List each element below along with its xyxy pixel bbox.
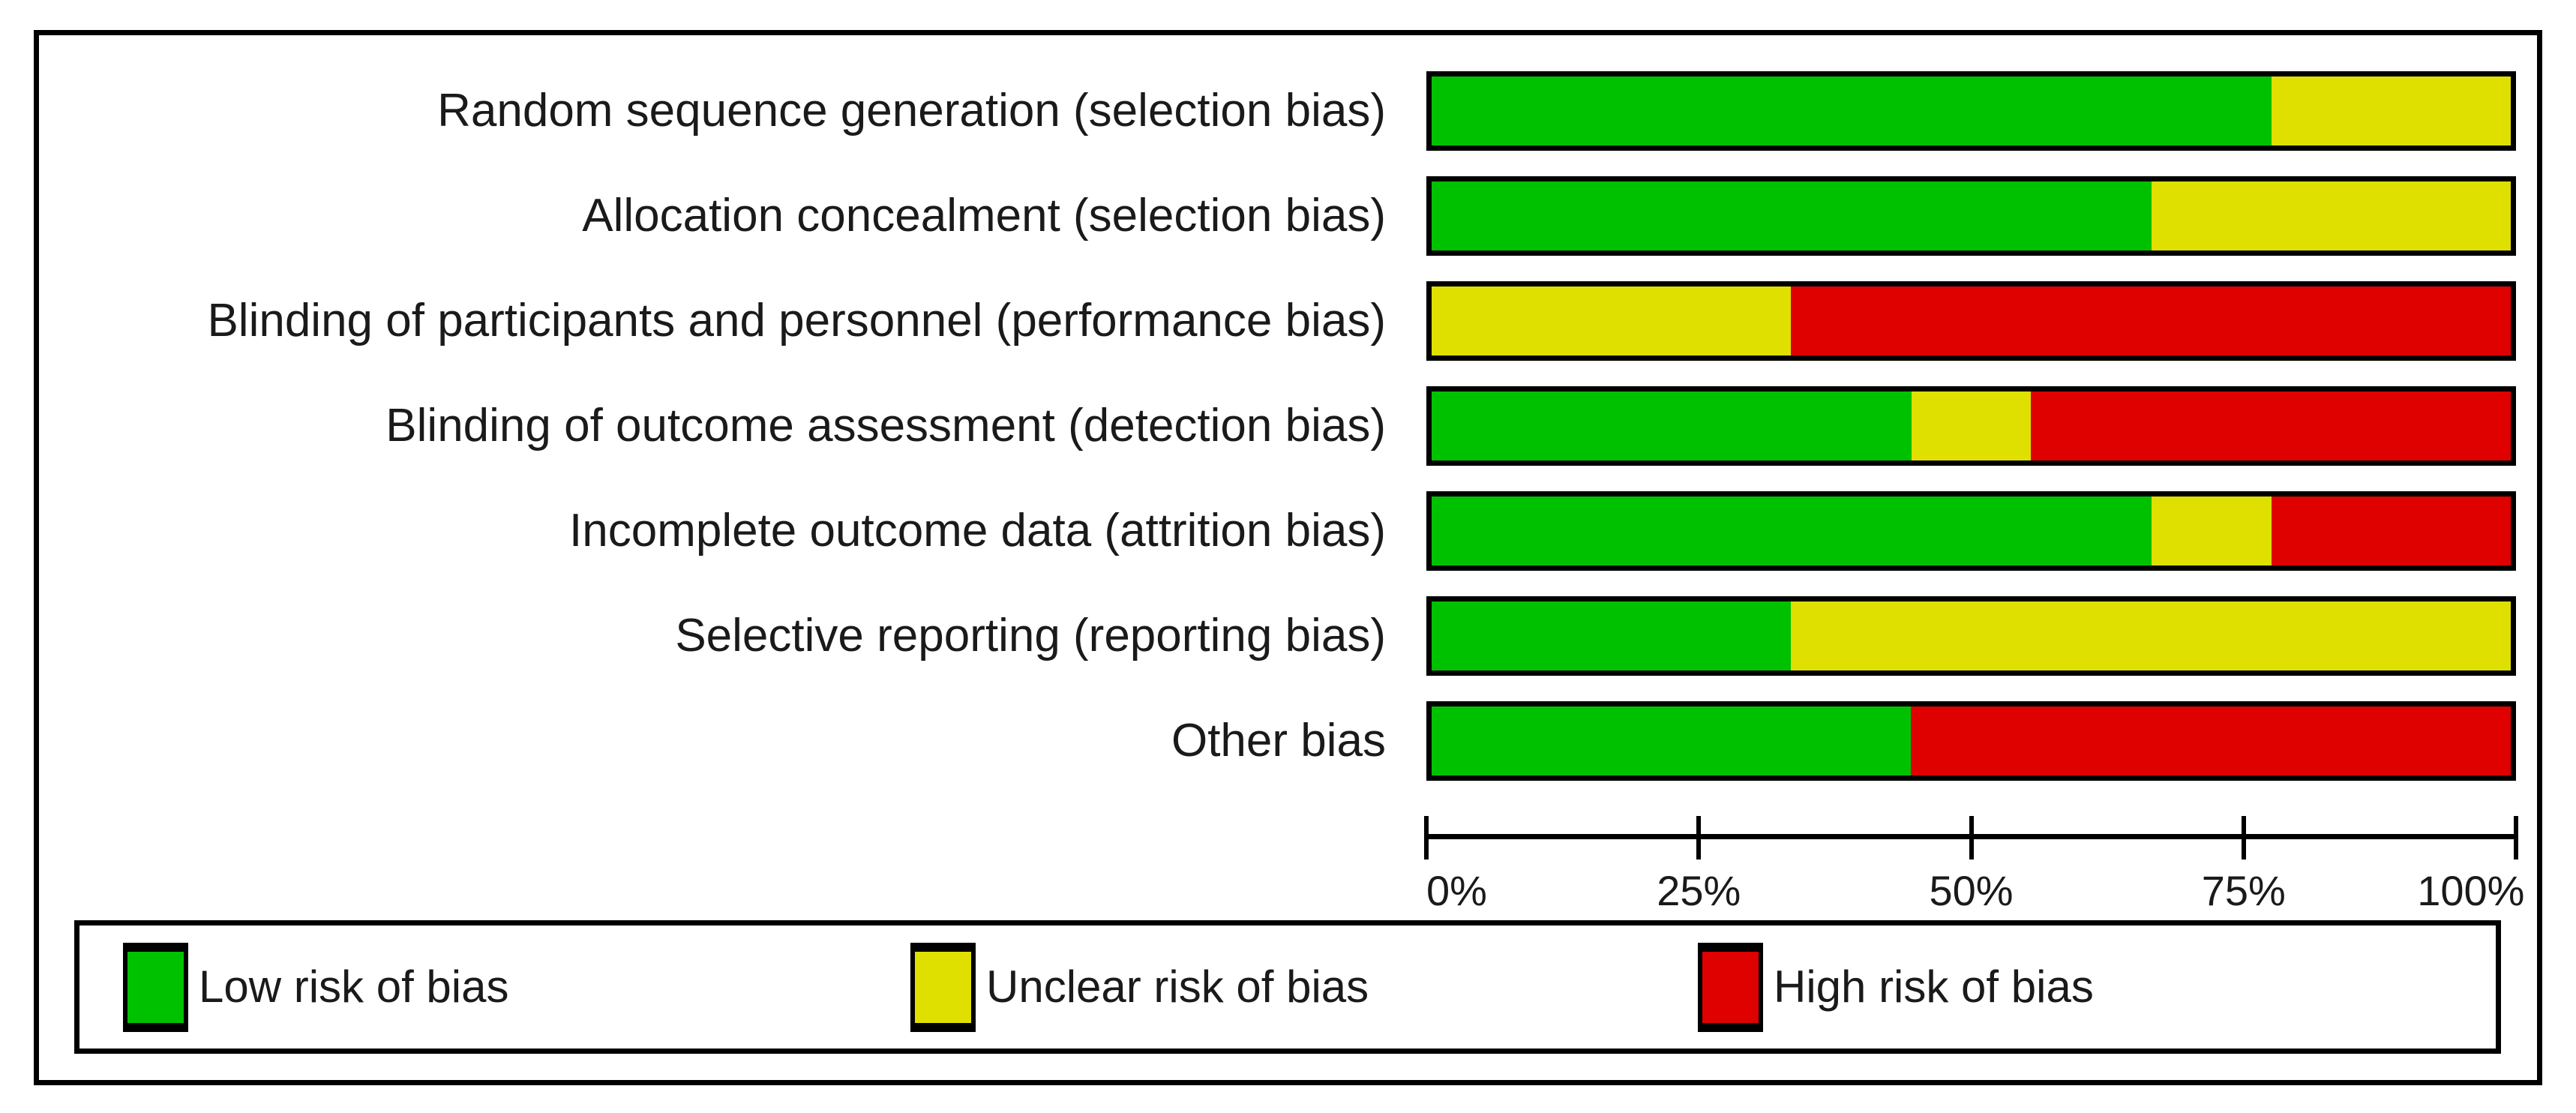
bar-segment-unclear <box>1911 392 2032 460</box>
legend-box: Low risk of bias Unclear risk of bias High… <box>74 920 2501 1054</box>
bar-segment-low <box>1432 182 2152 250</box>
axis-tick-label: 50% <box>1929 867 2014 914</box>
bar-segment-high <box>1791 286 2511 356</box>
bar-segment-unclear <box>2151 496 2272 566</box>
stacked-bar <box>1426 701 2516 781</box>
axis-tick-mark <box>2241 816 2246 860</box>
row-label: Other bias <box>1171 715 1386 766</box>
chart-row: Random sequence generation (selection bi… <box>39 71 2516 151</box>
row-label: Incomplete outcome data (attrition bias) <box>569 505 1386 556</box>
legend-label: Low risk of bias <box>199 962 509 1012</box>
chart-row: Incomplete outcome data (attrition bias) <box>39 491 2516 571</box>
chart-row: Selective reporting (reporting bias) <box>39 596 2516 676</box>
axis-tick-mark <box>1696 816 1702 860</box>
chart-row: Blinding of participants and personnel (… <box>39 281 2516 361</box>
axis-tick-label: 100% <box>2417 867 2525 914</box>
chart-row: Allocation concealment (selection bias) <box>39 176 2516 256</box>
row-label: Blinding of outcome assessment (detectio… <box>385 400 1386 452</box>
stacked-bar <box>1426 281 2516 361</box>
x-axis: 0% 25% 50% 75% 100% <box>1424 796 2524 939</box>
legend-swatch-high <box>1698 942 1763 1032</box>
axis-tick-mark <box>1424 816 1429 860</box>
bar-segment-unclear <box>2151 182 2511 250</box>
legend-label: High risk of bias <box>1774 962 2094 1012</box>
axis-tick-label: 75% <box>2201 867 2286 914</box>
bar-segment-high <box>2271 496 2511 566</box>
bar-segment-low <box>1432 706 1911 776</box>
bar-segment-low <box>1432 496 2152 566</box>
legend-label: Unclear risk of bias <box>986 962 1369 1012</box>
bar-segment-high <box>2031 392 2511 460</box>
bar-segment-low <box>1432 76 2272 146</box>
bar-segment-low <box>1432 392 1912 460</box>
stacked-bar <box>1426 596 2516 676</box>
axis-tick-mark <box>2514 816 2518 860</box>
legend-swatch-low <box>123 942 188 1032</box>
stacked-bar <box>1426 71 2516 151</box>
bar-segment-unclear <box>2271 76 2511 146</box>
row-label: Random sequence generation (selection bi… <box>437 85 1386 136</box>
stacked-bar <box>1426 386 2516 466</box>
axis-tick-mark <box>1969 816 1974 860</box>
chart-row: Blinding of outcome assessment (detectio… <box>39 386 2516 466</box>
row-label: Blinding of participants and personnel (… <box>207 295 1386 346</box>
stacked-bar <box>1426 176 2516 256</box>
legend-item: High risk of bias <box>1698 926 2094 1048</box>
axis-tick-label: 0% <box>1426 867 1487 914</box>
chart-row: Other bias <box>39 701 2516 781</box>
bar-segment-unclear <box>1791 602 2511 670</box>
row-label: Allocation concealment (selection bias) <box>582 190 1386 242</box>
legend-swatch-unclear <box>910 942 976 1032</box>
stacked-bar <box>1426 491 2516 571</box>
legend-item: Unclear risk of bias <box>910 926 1369 1048</box>
axis-tick-label: 25% <box>1657 867 1741 914</box>
chart-frame: Random sequence generation (selection bi… <box>34 30 2542 1085</box>
legend-item: Low risk of bias <box>123 926 509 1048</box>
bar-segment-low <box>1432 602 1792 670</box>
row-label: Selective reporting (reporting bias) <box>675 610 1386 662</box>
bar-segment-unclear <box>1432 286 1792 356</box>
bar-segment-high <box>1910 706 2511 776</box>
